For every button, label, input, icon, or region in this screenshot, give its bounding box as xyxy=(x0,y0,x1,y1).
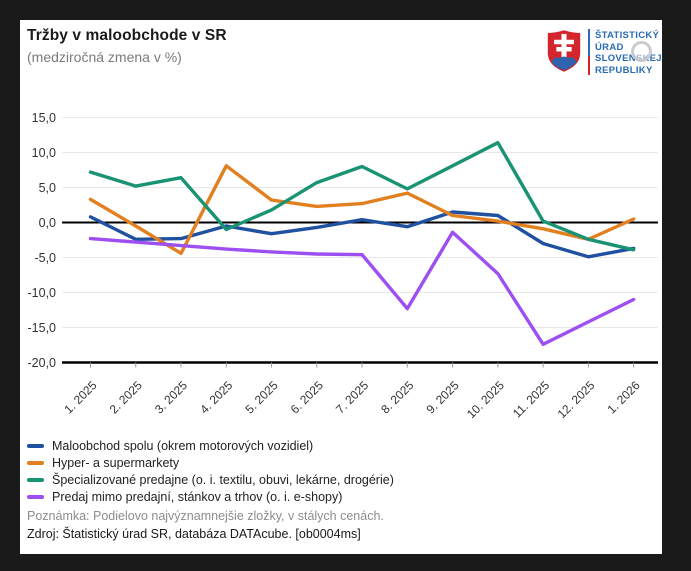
series-line xyxy=(88,230,636,347)
legend: Maloobchod spolu (okrem motorových vozid… xyxy=(27,437,394,505)
logo-line: SLOVENSKEJ xyxy=(595,53,662,64)
line-chart-svg: 15,0 10,0 5,0 0,0 -5,0 -10,0 -15,0 -20,0 1. 2025… xyxy=(28,111,658,421)
legend-item: Hyper- a supermarkety xyxy=(27,454,394,471)
page-title: Tržby v maloobchode v SR xyxy=(27,27,227,44)
legend-swatch xyxy=(27,443,44,448)
y-tick-label: 15,0 xyxy=(32,111,56,125)
source-text: Zdroj: Štatistický úrad SR, databáza DAT… xyxy=(27,527,361,541)
chart-header: Tržby v maloobchode v SR (medziročná zme… xyxy=(27,27,227,65)
legend-swatch xyxy=(27,494,44,499)
legend-label: Maloobchod spolu (okrem motorových vozid… xyxy=(52,438,314,453)
legend-swatch xyxy=(27,460,44,465)
legend-swatch xyxy=(27,477,44,482)
slovak-coat-of-arms-icon xyxy=(547,30,581,72)
logo-line: ÚRAD xyxy=(595,41,624,53)
legend-label: Špecializované predajne (o. i. textilu, … xyxy=(52,472,394,487)
y-tick-label: -5,0 xyxy=(34,251,56,265)
x-tick-label: 1. 2026 xyxy=(605,378,643,416)
x-tick-label: 4. 2025 xyxy=(197,378,235,416)
statistical-office-logo: ŠTATISTICKÝ ÚRAD SLOVENSKEJ REPUBLIKY xyxy=(546,24,662,86)
y-tick-label: 10,0 xyxy=(32,146,56,160)
x-tick-label: 10. 2025 xyxy=(464,378,507,421)
x-tick-label: 7. 2025 xyxy=(333,378,371,416)
x-tick-label: 2. 2025 xyxy=(107,378,145,416)
x-tick-label: 12. 2025 xyxy=(555,378,598,421)
legend-item: Predaj mimo predajní, stánkov a trhov (o… xyxy=(27,488,394,505)
x-tick-label: 6. 2025 xyxy=(288,378,326,416)
series-line xyxy=(88,210,636,259)
y-tick-label: 0,0 xyxy=(39,216,56,230)
x-tick-label: 1. 2025 xyxy=(61,378,99,416)
x-tick-label: 11. 2025 xyxy=(510,378,553,421)
logo-line: REPUBLIKY xyxy=(595,64,653,76)
chart-card: Tržby v maloobchode v SR (medziročná zme… xyxy=(20,20,662,554)
note-text: Poznámka: Podielovo najvýznamnejšie zlož… xyxy=(27,509,384,523)
legend-item: Špecializované predajne (o. i. textilu, … xyxy=(27,471,394,488)
x-tick-label: 9. 2025 xyxy=(423,378,461,416)
legend-item: Maloobchod spolu (okrem motorových vozid… xyxy=(27,437,394,454)
legend-label: Predaj mimo predajní, stánkov a trhov (o… xyxy=(52,489,343,504)
magnifier-overlay-icon[interactable] xyxy=(631,41,652,62)
legend-label: Hyper- a supermarkety xyxy=(52,455,180,470)
logo-divider xyxy=(588,29,590,75)
series-line xyxy=(88,141,636,252)
y-tick-label: -15,0 xyxy=(28,321,57,335)
x-tick-label: 8. 2025 xyxy=(378,378,416,416)
page-subtitle: (medziročná zmena v %) xyxy=(27,49,182,65)
x-tick-label: 5. 2025 xyxy=(242,378,280,416)
y-tick-label: -10,0 xyxy=(28,286,57,300)
x-tick-label: 3. 2025 xyxy=(152,378,190,416)
logo-line: ŠTATISTICKÝ xyxy=(595,30,660,41)
y-tick-label: -20,0 xyxy=(28,356,57,370)
y-tick-label: 5,0 xyxy=(39,181,56,195)
series-line xyxy=(88,164,636,256)
logo-org-name: ŠTATISTICKÝ ÚRAD SLOVENSKEJ REPUBLIKY xyxy=(595,30,662,76)
